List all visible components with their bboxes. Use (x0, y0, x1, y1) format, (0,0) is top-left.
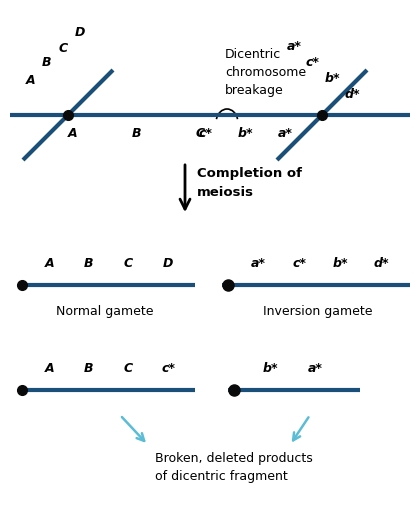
Text: c*: c* (292, 257, 306, 270)
Text: D: D (75, 26, 85, 39)
Text: Normal gamete: Normal gamete (56, 305, 154, 318)
Text: b*: b* (332, 257, 348, 270)
Text: B: B (83, 257, 93, 270)
Text: Broken, deleted products
of dicentric fragment: Broken, deleted products of dicentric fr… (155, 452, 313, 483)
Text: Inversion gamete: Inversion gamete (263, 305, 373, 318)
Text: d*: d* (344, 88, 360, 102)
Text: c*: c* (198, 127, 212, 140)
Text: D: D (163, 257, 173, 270)
Text: a*: a* (307, 362, 323, 375)
Text: a*: a* (251, 257, 265, 270)
Text: C: C (123, 362, 133, 375)
Text: A: A (45, 257, 55, 270)
Text: B: B (41, 57, 51, 70)
Text: a*: a* (286, 40, 302, 54)
Text: Dicentric
chromosome
breakage: Dicentric chromosome breakage (225, 48, 306, 97)
Text: A: A (26, 74, 36, 86)
Text: b*: b* (237, 127, 253, 140)
Text: A: A (68, 127, 78, 140)
Text: d*: d* (373, 257, 389, 270)
Text: c*: c* (305, 57, 319, 70)
Text: B: B (83, 362, 93, 375)
Text: Completion of
meiosis: Completion of meiosis (197, 168, 302, 198)
Text: C: C (195, 127, 205, 140)
Text: C: C (58, 41, 68, 55)
Text: B: B (131, 127, 141, 140)
Text: c*: c* (161, 362, 175, 375)
Text: b*: b* (324, 73, 340, 85)
Text: a*: a* (278, 127, 292, 140)
Text: C: C (123, 257, 133, 270)
Text: b*: b* (262, 362, 278, 375)
Text: A: A (45, 362, 55, 375)
